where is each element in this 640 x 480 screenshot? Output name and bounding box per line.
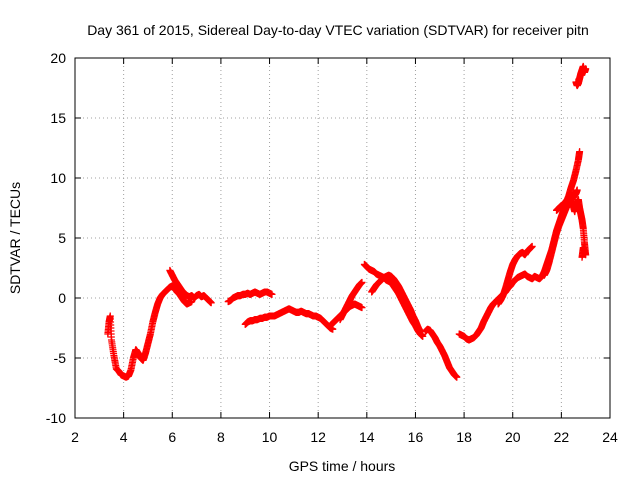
x-tick-label: 14 [359, 429, 375, 445]
y-tick-label: 10 [50, 170, 66, 186]
y-axis-title: SDTVAR / TECUs [7, 182, 23, 294]
x-axis-title: GPS time / hours [289, 458, 396, 474]
series-segment-14 [572, 62, 590, 90]
data-marks [104, 62, 590, 381]
data-point [582, 65, 590, 73]
y-tick-label: -5 [54, 350, 67, 366]
data-point [207, 299, 215, 307]
x-tick-label: 24 [602, 429, 618, 445]
series-segment-11 [494, 242, 536, 308]
y-tick-label: 20 [50, 50, 66, 66]
x-tick-label: 8 [217, 429, 225, 445]
y-tick-label: -10 [46, 410, 66, 426]
data-point [576, 148, 584, 156]
data-point [419, 332, 427, 340]
x-tick-label: 6 [168, 429, 176, 445]
x-tick-label: 20 [505, 429, 521, 445]
x-tick-label: 2 [71, 429, 79, 445]
y-tick-label: 5 [58, 230, 66, 246]
data-point [578, 253, 586, 261]
data-point [453, 373, 461, 381]
series-segment-2 [166, 266, 215, 307]
series-segment-10 [455, 148, 584, 344]
series-segment-9 [421, 325, 461, 381]
gridlines [75, 58, 610, 418]
y-tick-label: 0 [58, 290, 66, 306]
x-tick-label: 10 [262, 429, 278, 445]
series-segment-8 [368, 271, 424, 336]
chart-title: Day 361 of 2015, Sidereal Day-to-day VTE… [87, 22, 589, 38]
x-tick-label: 18 [456, 429, 472, 445]
data-point [573, 186, 581, 194]
data-point [358, 304, 366, 312]
axis-ticks [74, 57, 611, 419]
data-point [268, 290, 276, 298]
data-point [528, 242, 536, 250]
series-segment-13 [553, 194, 590, 261]
y-tick-label: 15 [50, 110, 66, 126]
data-point [358, 278, 366, 286]
series-segment-1 [104, 282, 196, 381]
series-segment-6 [336, 278, 366, 324]
x-tick-labels: 2 4 6 8 10 12 14 16 18 20 22 24 [71, 429, 618, 445]
x-tick-label: 4 [120, 429, 128, 445]
x-tick-label: 22 [554, 429, 570, 445]
x-tick-label: 16 [408, 429, 424, 445]
series-segment-3 [224, 288, 276, 306]
x-tick-label: 12 [310, 429, 326, 445]
y-tick-labels: -10 -5 0 5 10 15 20 [46, 50, 66, 426]
